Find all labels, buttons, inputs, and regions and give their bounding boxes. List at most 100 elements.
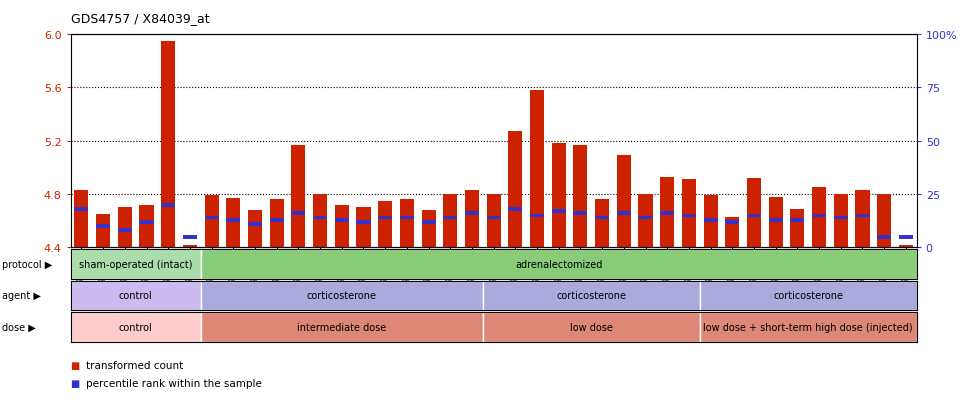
Text: agent ▶: agent ▶ [2, 291, 41, 301]
Bar [552, 144, 566, 248]
Bar [71, 281, 201, 311]
Bar [595, 200, 609, 248]
Text: intermediate dose: intermediate dose [297, 322, 387, 332]
Bar [660, 177, 674, 248]
Bar [682, 214, 696, 218]
Text: transformed count: transformed count [86, 360, 184, 370]
Bar [71, 249, 201, 279]
Bar [725, 221, 740, 224]
Text: control: control [119, 322, 153, 332]
Bar [357, 221, 370, 224]
Bar [183, 245, 197, 248]
Bar [335, 205, 349, 248]
Bar [465, 212, 479, 216]
Bar [443, 195, 457, 248]
Bar [378, 216, 393, 220]
Bar [573, 145, 588, 248]
Bar [71, 312, 201, 342]
Bar [226, 218, 241, 222]
Bar [509, 132, 522, 248]
Bar [486, 216, 501, 220]
Bar [96, 225, 110, 228]
Bar [201, 312, 483, 342]
Bar [617, 212, 630, 216]
Text: control: control [119, 291, 153, 301]
Bar [812, 188, 826, 248]
Text: corticosterone: corticosterone [556, 291, 627, 301]
Text: low dose + short-term high dose (injected): low dose + short-term high dose (injecte… [703, 322, 913, 332]
Bar [313, 195, 327, 248]
Bar [248, 223, 262, 226]
Bar [530, 214, 544, 218]
Text: protocol ▶: protocol ▶ [2, 259, 52, 269]
Bar [291, 212, 306, 216]
Bar [465, 191, 479, 248]
Bar [357, 208, 370, 248]
Bar [270, 218, 283, 222]
Text: GDS4757 / X84039_at: GDS4757 / X84039_at [71, 12, 209, 25]
Text: adrenalectomized: adrenalectomized [515, 259, 602, 269]
Bar [769, 197, 782, 248]
Bar [769, 218, 782, 222]
Bar [483, 281, 700, 311]
Bar [660, 212, 674, 216]
Bar [898, 235, 913, 239]
Bar [812, 214, 826, 218]
Bar [201, 281, 483, 311]
Bar [205, 196, 219, 248]
Bar [201, 249, 917, 279]
Bar [96, 215, 110, 248]
Bar [725, 217, 740, 248]
Bar [486, 195, 501, 248]
Bar [747, 179, 761, 248]
Bar [682, 180, 696, 248]
Bar [161, 203, 175, 207]
Bar [834, 216, 848, 220]
Bar [226, 199, 241, 248]
Bar [313, 216, 327, 220]
Bar [270, 200, 283, 248]
Bar [183, 235, 197, 239]
Bar [248, 211, 262, 248]
Bar [161, 42, 175, 248]
Bar [399, 216, 414, 220]
Bar [790, 218, 805, 222]
Bar [422, 211, 435, 248]
Bar [118, 229, 132, 233]
Text: percentile rank within the sample: percentile rank within the sample [86, 378, 262, 388]
Bar [638, 195, 653, 248]
Bar [74, 191, 89, 248]
Bar [747, 214, 761, 218]
Bar [856, 191, 869, 248]
Bar [856, 214, 869, 218]
Bar [595, 216, 609, 220]
Bar [509, 208, 522, 211]
Bar [877, 195, 892, 248]
Bar [834, 195, 848, 248]
Text: corticosterone: corticosterone [774, 291, 843, 301]
Bar [422, 221, 435, 224]
Text: ■: ■ [71, 378, 80, 388]
Bar [898, 245, 913, 248]
Text: dose ▶: dose ▶ [2, 322, 36, 332]
Text: sham-operated (intact): sham-operated (intact) [79, 259, 192, 269]
Bar [552, 210, 566, 214]
Text: ■: ■ [71, 360, 80, 370]
Text: corticosterone: corticosterone [307, 291, 377, 301]
Bar [790, 209, 805, 248]
Bar [573, 212, 588, 216]
Bar [877, 235, 892, 239]
Bar [530, 91, 544, 248]
Bar [74, 208, 89, 211]
Bar [700, 312, 917, 342]
Bar [118, 208, 132, 248]
Bar [483, 312, 700, 342]
Bar [638, 216, 653, 220]
Text: low dose: low dose [570, 322, 613, 332]
Bar [617, 156, 630, 248]
Bar [378, 201, 393, 248]
Bar [291, 145, 306, 248]
Bar [139, 221, 154, 224]
Bar [205, 216, 219, 220]
Bar [335, 218, 349, 222]
